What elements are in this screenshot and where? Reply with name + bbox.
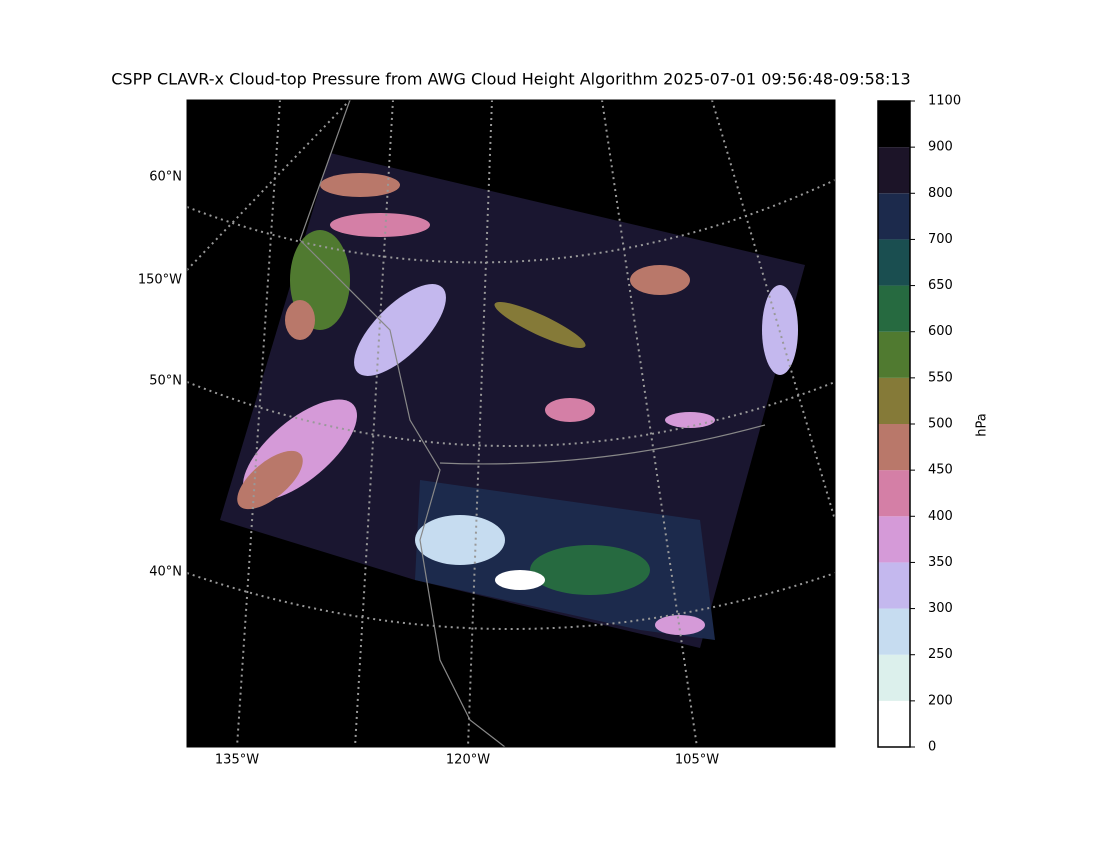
lat-label: 60°N xyxy=(149,170,182,185)
colorbar-tick-label: 300 xyxy=(928,601,953,616)
colorbar-segment xyxy=(878,285,910,332)
colorbar-tick-label: 500 xyxy=(928,417,953,432)
colorbar-label: hPa xyxy=(975,413,990,436)
colorbar-segment xyxy=(878,516,910,563)
lon-label: 135°W xyxy=(215,753,259,768)
colorbar-tick-label: 0 xyxy=(928,740,936,755)
lon-label: 105°W xyxy=(675,753,719,768)
satellite-swath xyxy=(220,153,805,648)
colorbar-tick-label: 250 xyxy=(928,647,953,662)
border xyxy=(439,424,766,465)
colorbar-tick-label: 650 xyxy=(928,278,953,293)
colorbar-segment xyxy=(878,377,910,424)
colorbar-segment xyxy=(878,101,910,148)
map-border xyxy=(186,99,836,748)
colorbar-tick-label: 1100 xyxy=(928,94,961,109)
colorbar-tick-label: 700 xyxy=(928,232,953,247)
colorbar-tick-label: 450 xyxy=(928,463,953,478)
colorbar-segment xyxy=(878,424,910,471)
colorbar-tick-label: 900 xyxy=(928,140,953,155)
lon-label: 120°W xyxy=(446,753,490,768)
colorbar-tick-label: 600 xyxy=(928,324,953,339)
colorbar-segment xyxy=(878,331,910,378)
lat-label: 40°N xyxy=(149,565,182,580)
colorbar-segment xyxy=(878,147,910,194)
colorbar-segment xyxy=(878,700,910,747)
colorbar-segment xyxy=(878,562,910,609)
colorbar-tick-label: 200 xyxy=(928,693,953,708)
colorbar-segment xyxy=(878,193,910,240)
colorbar-segment xyxy=(878,239,910,286)
colorbar-segment xyxy=(878,654,910,701)
graticule xyxy=(186,99,836,748)
title: CSPP CLAVR-x Cloud-top Pressure from AWG… xyxy=(111,70,910,89)
coastline xyxy=(299,99,506,748)
colorbar-tick-label: 550 xyxy=(928,370,953,385)
lon-label: 150°W xyxy=(138,273,182,288)
colorbar-segment xyxy=(878,608,910,655)
lat-label: 50°N xyxy=(149,374,182,389)
colorbar-segment xyxy=(878,470,910,517)
colorbar-tick-label: 800 xyxy=(928,186,953,201)
colorbar-tick-label: 350 xyxy=(928,555,953,570)
colorbar-tick-label: 400 xyxy=(928,509,953,524)
